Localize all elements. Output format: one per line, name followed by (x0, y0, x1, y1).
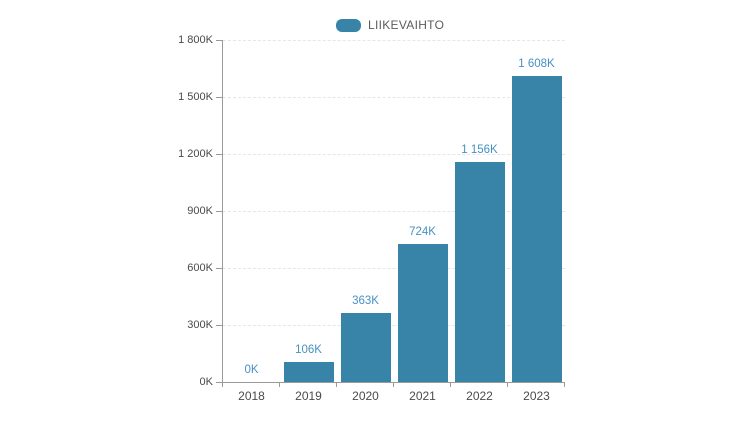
category-slot-2023: 1 608K 2023 (508, 40, 565, 403)
y-axis-tick (216, 154, 222, 155)
bar-2019[interactable] (283, 362, 334, 382)
x-axis-tick (393, 382, 394, 387)
legend-item-liikevaihto[interactable]: LIIKEVAIHTO (336, 18, 444, 32)
category-slot-2021: 724K 2021 (394, 40, 451, 403)
y-axis-tick (216, 40, 222, 41)
value-label-2018: 0K (244, 364, 259, 376)
y-axis-label-0K: 0K (199, 376, 213, 388)
gridline-900K (223, 211, 565, 212)
category-slot-2022: 1 156K 2022 (451, 40, 508, 403)
x-axis-label-2021: 2021 (409, 389, 436, 403)
x-axis-tick (507, 382, 508, 387)
y-axis-tick (216, 382, 222, 383)
category-slot-2020: 363K 2020 (337, 40, 394, 403)
y-axis-label-1200K: 1 200K (178, 148, 213, 160)
bar-2023[interactable] (511, 76, 562, 382)
y-axis-tick (216, 325, 222, 326)
gridline-1800K (223, 40, 565, 41)
value-label-2020: 363K (352, 295, 379, 307)
y-axis-tick (216, 97, 222, 98)
y-axis-label-900K: 900K (187, 205, 213, 217)
bar-2020[interactable] (340, 313, 391, 382)
y-axis-label-1500K: 1 500K (178, 91, 213, 103)
x-axis-tick (450, 382, 451, 387)
bar-2022[interactable] (454, 162, 505, 382)
gridline-600K (223, 268, 565, 269)
x-axis-tick (564, 382, 565, 387)
x-axis-tick (222, 382, 223, 387)
x-axis-tick (336, 382, 337, 387)
y-axis-tick (216, 268, 222, 269)
y-axis-label-300K: 300K (187, 319, 213, 331)
category-slot-2018: 0K 2018 (223, 40, 280, 403)
gridline-1200K (223, 154, 565, 155)
legend-marker-icon (336, 18, 361, 32)
value-label-2023: 1 608K (518, 58, 555, 70)
value-label-2022: 1 156K (461, 144, 498, 156)
value-label-2021: 724K (409, 226, 436, 238)
bar-2021[interactable] (397, 244, 448, 382)
y-axis-label-1800K: 1 800K (178, 34, 213, 46)
value-label-2019: 106K (295, 344, 322, 356)
plot-area: 0K 300K 600K 900K 1 200K 1 500K 1 800K 0K 2018 10… (178, 34, 565, 403)
x-axis-tick (279, 382, 280, 387)
category-slot-2019: 106K 2019 (280, 40, 337, 403)
y-axis-tick (216, 211, 222, 212)
x-axis-label-2020: 2020 (352, 389, 379, 403)
y-axis-label-600K: 600K (187, 262, 213, 274)
x-axis-label-2018: 2018 (238, 389, 265, 403)
x-axis-label-2019: 2019 (295, 389, 322, 403)
gridline-1500K (223, 97, 565, 98)
gridline-300K (223, 325, 565, 326)
x-axis-label-2023: 2023 (523, 389, 550, 403)
legend-label: LIIKEVAIHTO (368, 18, 445, 32)
x-axis-label-2022: 2022 (466, 389, 493, 403)
